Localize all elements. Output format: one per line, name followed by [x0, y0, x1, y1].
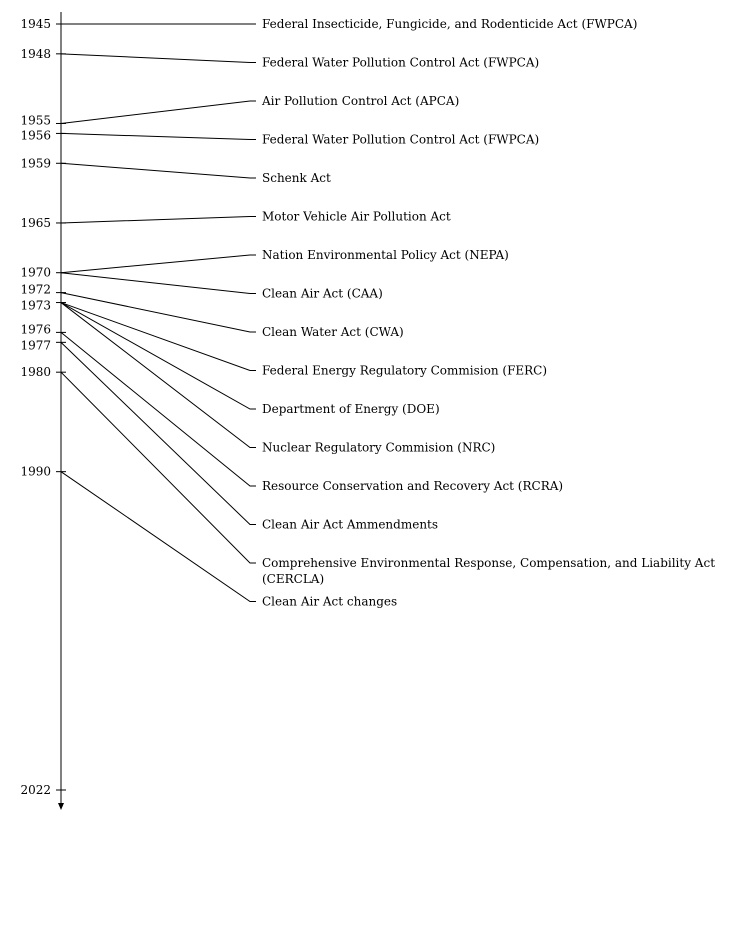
event-labels: Federal Insecticide, Fungicide, and Rode… [261, 17, 715, 609]
event-label-line: Motor Vehicle Air Pollution Act [262, 210, 451, 224]
event-label: Comprehensive Environmental Response, Co… [262, 556, 715, 586]
year-label: 1945 [20, 17, 51, 31]
year-label: 1973 [20, 299, 51, 313]
event-label: Motor Vehicle Air Pollution Act [262, 210, 451, 224]
event-connector [60, 471, 256, 602]
event-label: Federal Water Pollution Control Act (FWP… [262, 56, 539, 70]
event-label: Federal Energy Regulatory Commision (FER… [262, 364, 547, 378]
event-label-line: Clean Air Act Ammendments [262, 518, 438, 532]
connector-lines [60, 23, 256, 602]
event-label-line: Clean Air Act (CAA) [262, 287, 383, 301]
event-connector [60, 302, 256, 371]
event-connector [60, 371, 256, 564]
event-label-line: Federal Water Pollution Control Act (FWP… [262, 56, 539, 70]
event-label: Federal Insecticide, Fungicide, and Rode… [262, 17, 637, 31]
event-label: Clean Water Act (CWA) [262, 325, 404, 339]
event-connector [60, 132, 256, 140]
year-label: 1948 [20, 47, 51, 61]
year-label: 2022 [20, 783, 51, 797]
event-connector [60, 292, 256, 333]
event-label: Schenk Act [262, 171, 331, 185]
year-label: 1970 [20, 266, 51, 280]
event-connector [60, 341, 256, 525]
event-label-line: Nation Environmental Policy Act (NEPA) [262, 248, 509, 262]
year-label: 1956 [20, 128, 51, 142]
axis-arrow-icon [58, 803, 64, 810]
event-label-line: Federal Insecticide, Fungicide, and Rode… [262, 17, 637, 31]
event-label-line: Federal Water Pollution Control Act (FWP… [262, 133, 539, 147]
event-label: Air Pollution Control Act (APCA) [261, 94, 459, 108]
event-label: Nuclear Regulatory Commision (NRC) [262, 441, 495, 455]
event-label-line: Schenk Act [262, 171, 331, 185]
year-label: 1980 [20, 365, 51, 379]
event-connector [60, 332, 256, 487]
event-label: Federal Water Pollution Control Act (FWP… [262, 133, 539, 147]
event-label: Department of Energy (DOE) [262, 402, 440, 416]
year-label: 1959 [20, 156, 51, 170]
event-connector [60, 100, 256, 124]
event-label-line: (CERCLA) [262, 572, 324, 586]
event-label: Clean Air Act Ammendments [262, 518, 438, 532]
event-label-line: Air Pollution Control Act (APCA) [261, 94, 459, 108]
event-label-line: Nuclear Regulatory Commision (NRC) [262, 441, 495, 455]
event-connector [60, 302, 256, 410]
event-connector [60, 254, 256, 274]
event-label-line: Federal Energy Regulatory Commision (FER… [262, 364, 547, 378]
event-connector [60, 302, 256, 448]
year-label: 1977 [20, 338, 51, 352]
event-label-line: Comprehensive Environmental Response, Co… [262, 556, 715, 570]
event-label-line: Department of Energy (DOE) [262, 402, 440, 416]
event-label-line: Clean Air Act changes [262, 595, 397, 609]
event-connector [60, 216, 256, 224]
event-label: Resource Conservation and Recovery Act (… [262, 479, 563, 493]
event-label: Clean Air Act changes [262, 595, 397, 609]
event-label: Clean Air Act (CAA) [262, 287, 383, 301]
event-label-line: Clean Water Act (CWA) [262, 325, 404, 339]
year-label: 1976 [20, 322, 51, 336]
event-connector [60, 162, 256, 179]
timeline-axis [56, 12, 66, 810]
event-label-line: Resource Conservation and Recovery Act (… [262, 479, 563, 493]
year-label: 1972 [20, 283, 51, 297]
year-label: 1955 [20, 113, 51, 127]
event-connector [60, 272, 256, 294]
year-label: 1965 [20, 216, 51, 230]
event-connector [60, 53, 256, 63]
year-label: 1990 [20, 465, 51, 479]
event-label: Nation Environmental Policy Act (NEPA) [262, 248, 509, 262]
